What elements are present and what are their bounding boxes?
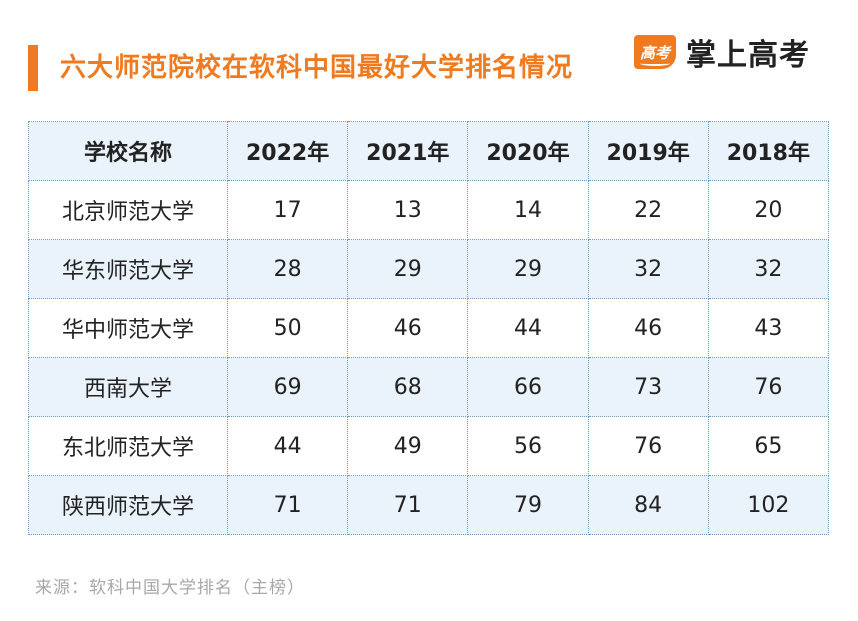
- table-row: 陕西师范大学 71 71 79 84 102: [28, 475, 830, 535]
- column-header-2022: 2022年: [226, 121, 349, 181]
- column-header-2018: 2018年: [707, 121, 830, 181]
- rank-cell: 17: [226, 180, 349, 240]
- rank-cell: 84: [587, 475, 709, 535]
- school-name-cell: 华东师范大学: [28, 239, 228, 299]
- rank-cell: 76: [587, 416, 709, 476]
- source-note: 来源：软科中国大学排名（主榜）: [35, 578, 305, 598]
- school-name-cell: 西南大学: [28, 357, 228, 417]
- table-row: 西南大学 69 68 66 73 76: [28, 357, 830, 417]
- logo-mark-text: 高考: [639, 43, 670, 62]
- column-header-2019: 2019年: [587, 121, 709, 181]
- rank-cell: 50: [226, 298, 349, 358]
- rank-cell: 76: [707, 357, 830, 417]
- rank-cell: 29: [347, 239, 469, 299]
- rank-cell: 32: [707, 239, 830, 299]
- page-title: 六大师范院校在软科中国最好大学排名情况: [60, 53, 574, 83]
- school-name-cell: 华中师范大学: [28, 298, 228, 358]
- rank-cell: 28: [226, 239, 349, 299]
- rank-cell: 44: [467, 298, 589, 358]
- rank-cell: 13: [347, 180, 469, 240]
- rank-cell: 102: [707, 475, 830, 535]
- rank-cell: 46: [347, 298, 469, 358]
- column-header-2021: 2021年: [347, 121, 469, 181]
- column-header-school: 学校名称: [28, 121, 228, 181]
- table-row: 华东师范大学 28 29 29 32 32: [28, 239, 830, 299]
- table-row: 东北师范大学 44 49 56 76 65: [28, 416, 830, 476]
- rank-cell: 44: [226, 416, 349, 476]
- rank-cell: 79: [467, 475, 589, 535]
- rank-cell: 71: [226, 475, 349, 535]
- table-header-row: 学校名称 2022年 2021年 2020年 2019年 2018年: [28, 121, 830, 181]
- table-row: 北京师范大学 17 13 14 22 20: [28, 180, 830, 240]
- rank-cell: 20: [707, 180, 830, 240]
- school-name-cell: 北京师范大学: [28, 180, 228, 240]
- rank-cell: 56: [467, 416, 589, 476]
- school-name-cell: 陕西师范大学: [28, 475, 228, 535]
- ranking-table: 学校名称 2022年 2021年 2020年 2019年 2018年 北京师范大…: [28, 121, 830, 535]
- school-name-cell: 东北师范大学: [28, 416, 228, 476]
- rank-cell: 46: [587, 298, 709, 358]
- rank-cell: 14: [467, 180, 589, 240]
- rank-cell: 22: [587, 180, 709, 240]
- rank-cell: 73: [587, 357, 709, 417]
- table-row: 华中师范大学 50 46 44 46 43: [28, 298, 830, 358]
- rank-cell: 43: [707, 298, 830, 358]
- rank-cell: 65: [707, 416, 830, 476]
- rank-cell: 66: [467, 357, 589, 417]
- logo: 高考 掌上高考: [634, 32, 810, 73]
- rank-cell: 49: [347, 416, 469, 476]
- rank-cell: 69: [226, 357, 349, 417]
- rank-cell: 68: [347, 357, 469, 417]
- rank-cell: 71: [347, 475, 469, 535]
- column-header-2020: 2020年: [467, 121, 589, 181]
- logo-book-icon: 高考: [634, 35, 676, 69]
- rank-cell: 32: [587, 239, 709, 299]
- rank-cell: 29: [467, 239, 589, 299]
- logo-text: 掌上高考: [686, 38, 810, 73]
- title-accent-bar: [28, 45, 38, 91]
